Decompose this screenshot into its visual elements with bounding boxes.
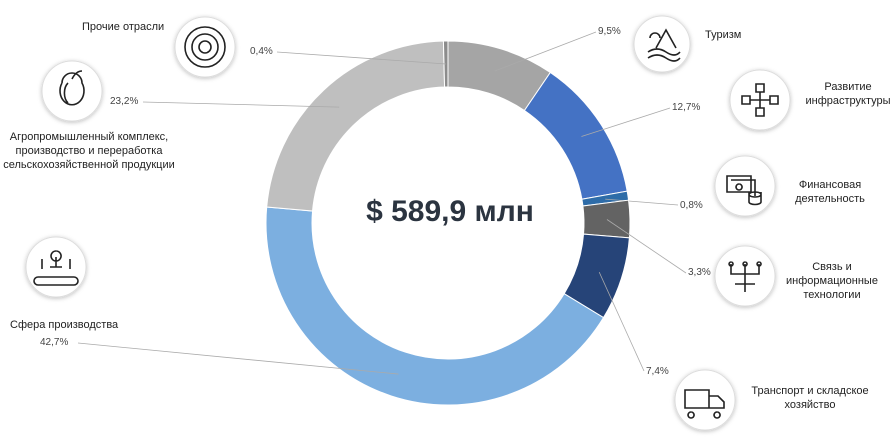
leader-line bbox=[77, 342, 399, 375]
leader-line bbox=[581, 107, 671, 137]
leader-line bbox=[142, 101, 340, 108]
icon-finance bbox=[714, 155, 776, 217]
donut-segment bbox=[266, 40, 446, 212]
category-label: Туризм bbox=[705, 29, 742, 41]
center-total: $ 589,9 млн bbox=[366, 195, 534, 228]
value-label: 42,7% bbox=[40, 337, 69, 348]
donut-segment bbox=[265, 206, 605, 406]
value-label: 12,7% bbox=[672, 102, 701, 113]
value-label: 7,4% bbox=[646, 366, 669, 377]
icon-tourism bbox=[633, 15, 691, 73]
category-label: Агропромышленный комплекс, производство … bbox=[3, 131, 175, 171]
icons bbox=[25, 15, 791, 431]
icon-transport bbox=[674, 369, 736, 431]
category-label: Прочие отрасли bbox=[82, 21, 165, 33]
leader-line bbox=[276, 51, 447, 65]
category-label: Развитие инфраструктуры bbox=[805, 81, 891, 107]
icon-agro bbox=[41, 60, 103, 122]
value-label: 0,8% bbox=[680, 200, 703, 211]
value-label: 3,3% bbox=[688, 267, 711, 278]
icon-communication bbox=[714, 245, 776, 307]
icon-other bbox=[174, 16, 236, 78]
leader-line bbox=[598, 271, 645, 372]
leader-line bbox=[606, 219, 687, 274]
leader-line bbox=[605, 198, 679, 206]
value-label: 9,5% bbox=[598, 26, 621, 37]
category-label: Транспорт и складское хозяйство bbox=[751, 385, 869, 411]
value-label: 23,2% bbox=[110, 96, 139, 107]
icon-production bbox=[25, 236, 87, 298]
category-label: Связь и информационные технологии bbox=[786, 261, 878, 301]
value-label: 0,4% bbox=[250, 46, 273, 57]
category-label: Сфера производства bbox=[10, 319, 119, 331]
donut-segment bbox=[523, 71, 628, 200]
category-label: Финансовая деятельность bbox=[795, 179, 865, 205]
icon-infrastructure bbox=[729, 69, 791, 131]
leader-line bbox=[494, 31, 597, 72]
